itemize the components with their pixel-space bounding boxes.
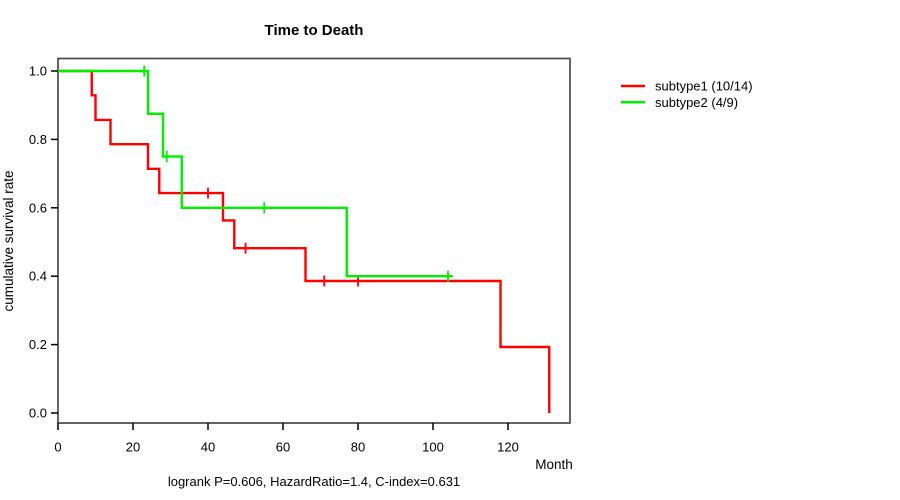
x-tick-label: 0 bbox=[54, 440, 61, 455]
legend-label: subtype2 (4/9) bbox=[655, 95, 738, 110]
x-tick-label: 120 bbox=[497, 440, 519, 455]
survival-step-curve bbox=[58, 69, 452, 278]
survival-step-curve bbox=[58, 69, 551, 413]
y-tick-label: 0.8 bbox=[29, 132, 47, 147]
x-tick-label: 60 bbox=[276, 440, 290, 455]
y-tick-label: 0.4 bbox=[29, 269, 47, 284]
y-tick-label: 0.0 bbox=[29, 406, 47, 421]
x-tick-label: 20 bbox=[126, 440, 140, 455]
legend-label: subtype1 (10/14) bbox=[655, 79, 753, 94]
x-tick-label: 80 bbox=[351, 440, 365, 455]
x-axis-label: Month bbox=[535, 457, 573, 472]
statistics-footnote: logrank P=0.606, HazardRatio=1.4, C-inde… bbox=[168, 474, 460, 489]
y-axis-label: cumulative survival rate bbox=[1, 170, 16, 311]
y-tick-label: 0.2 bbox=[29, 337, 47, 352]
chart-title: Time to Death bbox=[265, 22, 364, 39]
x-axis: 0 20 40 60 80 100 120 bbox=[54, 423, 519, 455]
y-tick-label: 0.6 bbox=[29, 200, 47, 215]
x-tick-label: 100 bbox=[422, 440, 444, 455]
plot-border bbox=[57, 57, 571, 424]
y-tick-label: 1.0 bbox=[29, 64, 47, 79]
y-axis: 0.0 0.2 0.4 0.6 0.8 1.0 bbox=[29, 64, 58, 421]
legend: subtype1 (10/14)subtype2 (4/9) bbox=[621, 79, 753, 110]
x-tick-label: 40 bbox=[201, 440, 215, 455]
survival-curves bbox=[58, 65, 551, 413]
